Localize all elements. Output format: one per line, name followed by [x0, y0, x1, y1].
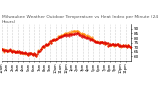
Text: Milwaukee Weather Outdoor Temperature vs Heat Index per Minute (24 Hours): Milwaukee Weather Outdoor Temperature vs…: [2, 15, 158, 24]
